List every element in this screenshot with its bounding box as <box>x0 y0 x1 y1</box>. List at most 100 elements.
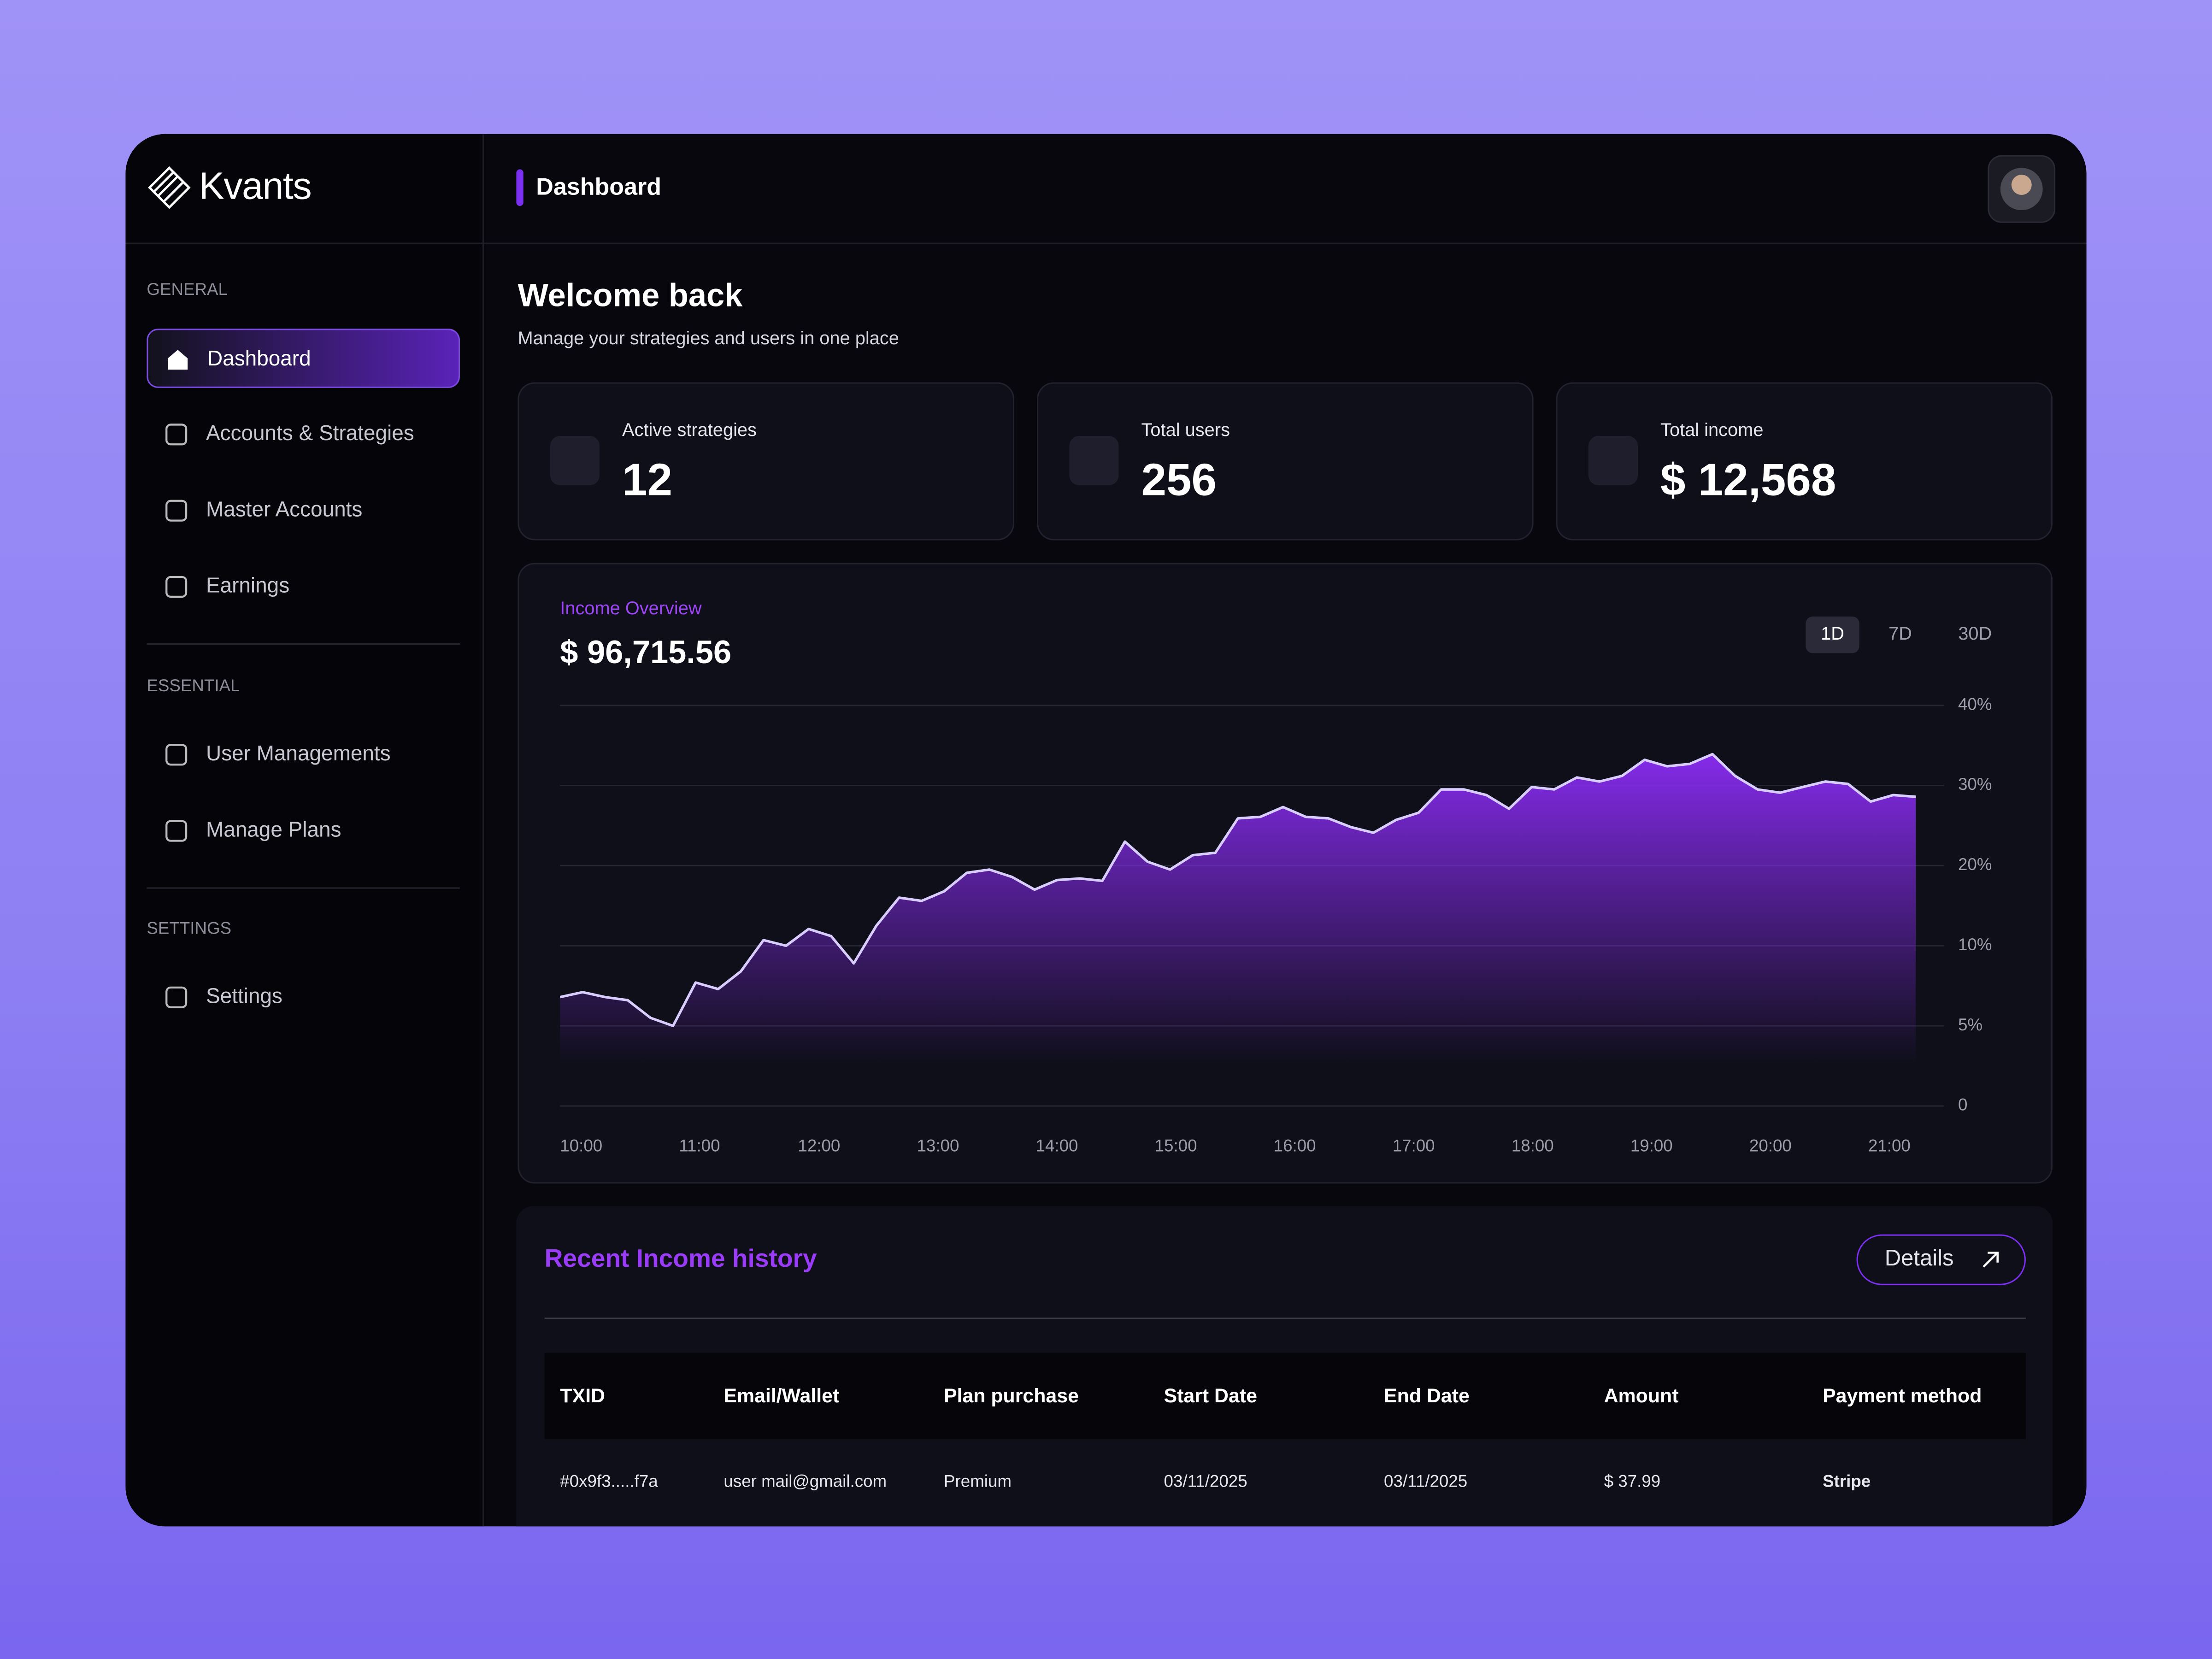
app-window: Kvants GENERAL Dashboard Accounts & Strate… <box>125 134 2087 1527</box>
stat-icon <box>1069 435 1119 486</box>
stat-card: Total users 256 <box>1036 382 1534 541</box>
table-cell: Premium <box>943 1471 1012 1491</box>
stat-icon <box>550 435 600 486</box>
nav-label: Accounts & Strategies <box>206 422 414 446</box>
x-tick-label: 15:00 <box>1155 1136 1197 1155</box>
y-tick-label: 20% <box>1958 855 1992 874</box>
column-header: TXID <box>560 1384 605 1407</box>
table-cell: user mail@gmail.com <box>724 1471 887 1491</box>
table-cell: 03/11/2025 <box>1384 1471 1468 1491</box>
section-label: SETTINGS <box>147 918 232 938</box>
header-title: Dashboard <box>536 173 662 200</box>
details-label: Details <box>1884 1247 1954 1271</box>
column-header: Start Date <box>1164 1384 1257 1407</box>
divider <box>147 643 460 645</box>
sidebar: Kvants GENERAL Dashboard Accounts & Strate… <box>125 134 484 1527</box>
chart-card: Income Overview $ 96,715.56 1D 7D 30D 0 5% 10… <box>518 563 2053 1184</box>
stat-icon <box>1588 435 1638 486</box>
nav-icon <box>165 986 188 1008</box>
table-card: Recent Income history Details TXID Email/… <box>516 1206 2053 1527</box>
nav-item[interactable]: Manage Plans <box>147 801 460 861</box>
table-cell: $ 37.99 <box>1604 1471 1661 1491</box>
welcome-subtitle: Manage your strategies and users in one … <box>518 327 899 349</box>
column-header: End Date <box>1384 1384 1470 1407</box>
nav-item[interactable]: Settings <box>147 968 460 1027</box>
logo-icon <box>148 166 191 209</box>
nav-icon <box>165 820 188 842</box>
stat-label: Total income <box>1660 419 1764 441</box>
table-cell: #0x9f3.....f7a <box>560 1471 658 1491</box>
stat-card: Total income $ 12,568 <box>1556 382 2053 541</box>
x-tick-label: 16:00 <box>1274 1136 1316 1155</box>
range-button[interactable]: 7D <box>1888 624 1912 644</box>
y-tick-label: 5% <box>1958 1015 1983 1034</box>
nav-item[interactable]: Accounts & Strategies <box>147 405 460 465</box>
y-tick-label: 40% <box>1958 694 1992 713</box>
x-tick-label: 14:00 <box>1036 1136 1078 1155</box>
nav-label: Manage Plans <box>206 818 341 842</box>
column-header: Payment method <box>1823 1384 1982 1407</box>
nav-icon <box>165 424 188 446</box>
x-tick-label: 12:00 <box>798 1136 840 1155</box>
nav-label: Dashboard <box>207 347 311 371</box>
title-accent <box>516 169 524 206</box>
stat-value: 12 <box>622 454 672 505</box>
column-header: Email/Wallet <box>724 1384 840 1407</box>
stat-value: 256 <box>1141 454 1217 505</box>
nav-item[interactable]: Earnings <box>147 557 460 617</box>
nav-item[interactable]: Master Accounts <box>147 481 460 541</box>
section-label: ESSENTIAL <box>147 676 240 696</box>
avatar <box>2000 168 2043 211</box>
nav-icon <box>165 744 188 766</box>
divider <box>125 242 482 244</box>
brand: Kvants <box>199 165 312 207</box>
x-tick-label: 20:00 <box>1749 1136 1792 1155</box>
table-title: Recent Income history <box>544 1244 817 1273</box>
nav-label: User Managements <box>206 742 391 766</box>
table-cell: 03/11/2025 <box>1164 1471 1247 1491</box>
chart-total: $ 96,715.56 <box>560 634 731 670</box>
x-tick-label: 21:00 <box>1868 1136 1911 1155</box>
nav-icon <box>165 500 188 522</box>
x-tick-label: 11:00 <box>679 1136 720 1155</box>
nav-label: Earnings <box>206 574 290 598</box>
section-label: GENERAL <box>147 279 228 299</box>
table-cell: Stripe <box>1823 1471 1871 1491</box>
x-tick-label: 19:00 <box>1630 1136 1673 1155</box>
range-active <box>1806 616 1859 653</box>
x-tick-label: 17:00 <box>1393 1136 1435 1155</box>
chart: Income Overview $ 96,715.56 1D 7D 30D 0 5% 10… <box>559 598 1992 1155</box>
divider <box>147 887 460 889</box>
line <box>559 753 1916 1027</box>
nav-icon <box>168 350 188 370</box>
y-tick-label: 30% <box>1958 775 1992 794</box>
divider <box>483 242 2087 244</box>
arrow-icon <box>1983 1252 1999 1268</box>
chart-title: Income Overview <box>560 598 702 618</box>
x-tick-label: 10:00 <box>560 1136 602 1155</box>
y-tick-label: 0 <box>1958 1095 1967 1114</box>
welcome-title: Welcome back <box>518 276 743 313</box>
nav-item[interactable]: User Managements <box>147 725 460 784</box>
nav-item[interactable]: Dashboard <box>147 329 460 388</box>
x-tick-label: 13:00 <box>917 1136 959 1155</box>
y-tick-label: 10% <box>1958 935 1992 954</box>
stat-card: Active strategies 12 <box>518 382 1015 541</box>
area <box>560 754 1916 1064</box>
stat-label: Active strategies <box>622 419 757 441</box>
range-button[interactable]: 30D <box>1958 624 1992 644</box>
table-header <box>544 1353 2026 1439</box>
nav-label: Master Accounts <box>206 498 363 522</box>
stat-label: Total users <box>1141 419 1230 441</box>
column-header: Amount <box>1604 1384 1679 1407</box>
nav-icon <box>165 576 188 598</box>
stat-value: $ 12,568 <box>1660 454 1836 505</box>
avatar-button[interactable] <box>1988 155 2056 223</box>
range-button[interactable]: 1D <box>1821 624 1844 644</box>
column-header: Plan purchase <box>943 1384 1079 1407</box>
divider <box>544 1318 2026 1319</box>
details-button[interactable]: Details <box>1856 1234 2026 1285</box>
nav-label: Settings <box>206 984 282 1009</box>
